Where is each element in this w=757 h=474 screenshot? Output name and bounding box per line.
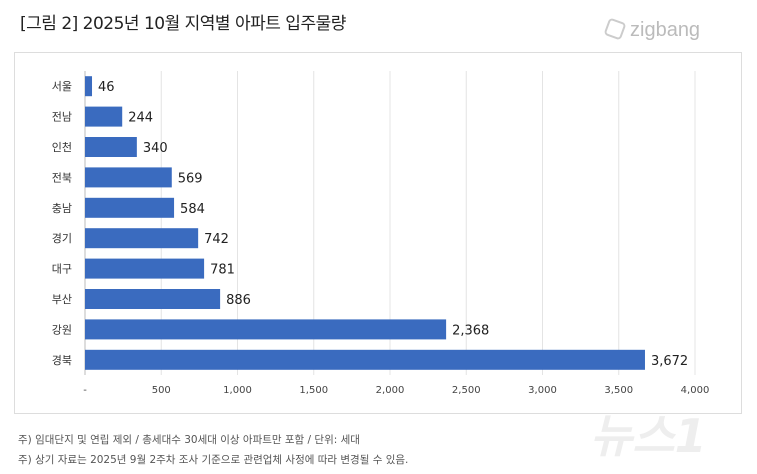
y-category-label: 인천 <box>52 140 72 154</box>
data-label: 569 <box>178 171 203 186</box>
bar <box>85 289 221 309</box>
x-tick-label: 500 <box>152 385 171 396</box>
y-category-label: 경북 <box>52 354 72 367</box>
footnote-2: 주) 상기 자료는 2025년 9월 2주차 조사 기준으로 관련업체 사정에 … <box>18 454 409 466</box>
y-category-label: 충남 <box>52 202 72 215</box>
x-tick-label: 3,500 <box>604 385 633 396</box>
zigbang-logo: zigbang <box>603 17 701 42</box>
x-tick-label: 2,500 <box>452 385 481 396</box>
bar <box>85 167 172 188</box>
data-label: 886 <box>226 293 251 308</box>
x-tick-label: 1,500 <box>299 385 328 396</box>
x-tick-label: 3,000 <box>528 385 557 396</box>
bar <box>85 76 93 97</box>
bar <box>85 258 205 279</box>
data-label: 244 <box>128 111 153 126</box>
chart-title: [그림 2] 2025년 10월 지역별 아파트 입주물량 <box>20 14 346 34</box>
bar <box>85 106 123 127</box>
data-label: 742 <box>204 232 229 247</box>
bar <box>85 197 175 218</box>
data-label: 584 <box>180 202 205 217</box>
x-tick-label: 2,000 <box>376 385 405 396</box>
bar <box>85 349 645 370</box>
y-category-label: 강원 <box>52 323 72 336</box>
x-tick-label: 1,000 <box>223 385 252 396</box>
x-tick-label: 4,000 <box>681 385 710 396</box>
y-category-label: 서울 <box>52 80 72 93</box>
y-category-label: 전북 <box>52 171 72 184</box>
data-label: 46 <box>98 80 115 95</box>
news1-watermark: 뉴스1 <box>590 409 707 463</box>
footnote-1: 주) 임대단지 및 연립 제외 / 총세대수 30세대 이상 아파트만 포함 /… <box>18 434 360 446</box>
bar <box>85 228 199 249</box>
x-tick-label: - <box>83 385 87 396</box>
logo-text: zigbang <box>630 19 701 41</box>
chart-frame <box>14 52 742 414</box>
y-category-label: 전남 <box>52 111 72 124</box>
bar <box>85 137 137 157</box>
y-category-label: 경기 <box>52 232 72 245</box>
data-label: 781 <box>210 263 235 278</box>
data-label: 340 <box>143 141 168 156</box>
y-category-label: 부산 <box>52 293 72 306</box>
data-label: 3,672 <box>651 354 688 369</box>
bar <box>85 319 447 340</box>
data-label: 2,368 <box>452 323 489 338</box>
y-category-label: 대구 <box>52 263 72 276</box>
